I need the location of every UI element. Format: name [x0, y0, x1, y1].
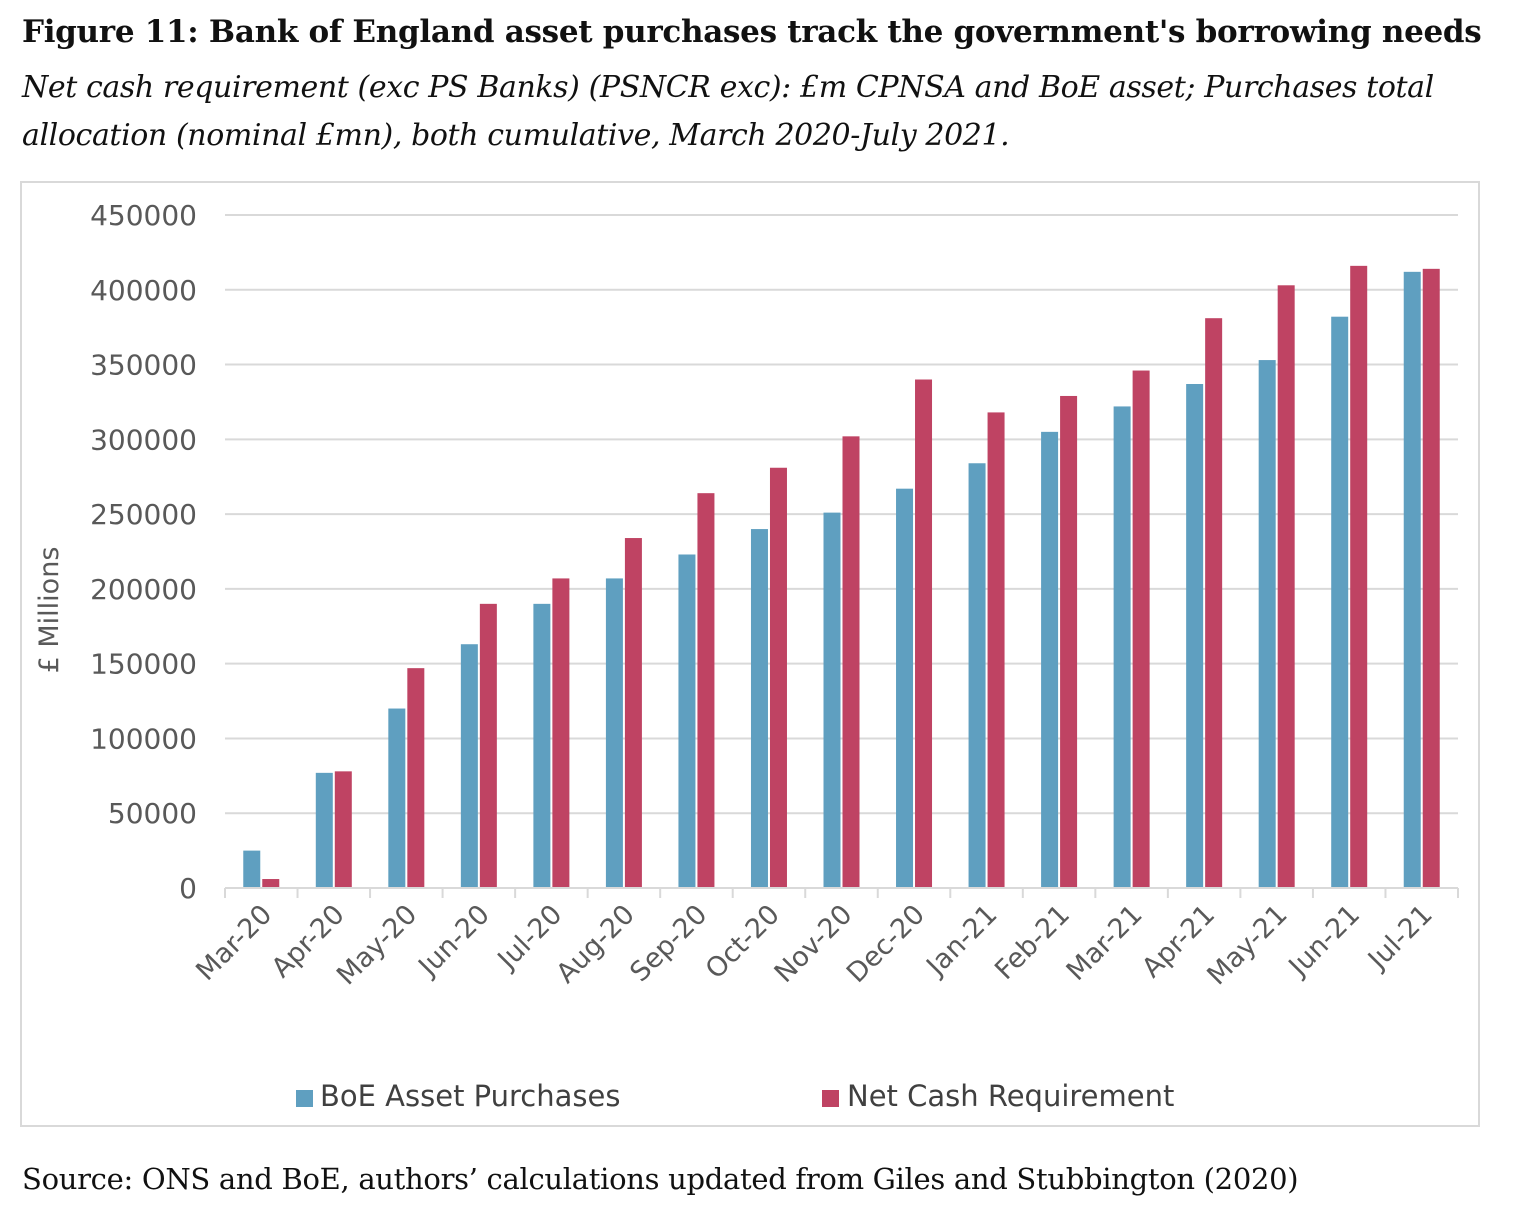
bar-boe-asset-purchases	[678, 554, 696, 888]
bar-net-cash-requirement	[1132, 370, 1150, 888]
y-tick-label: 50000	[108, 797, 197, 830]
bar-net-cash-requirement	[987, 412, 1005, 888]
x-tick-label: May-20	[331, 899, 423, 991]
bar-boe-asset-purchases	[388, 708, 406, 888]
y-tick-label: 200000	[90, 573, 197, 606]
x-tick-label: Dec-20	[841, 899, 931, 989]
bar-net-cash-requirement	[697, 493, 715, 888]
bar-net-cash-requirement	[624, 538, 642, 888]
bars	[243, 265, 1440, 889]
bar-boe-asset-purchases	[605, 578, 623, 888]
y-tick-label: 350000	[90, 349, 197, 382]
legend-label-boe: BoE Asset Purchases	[320, 1079, 620, 1113]
x-tick-label: Aug-20	[550, 899, 640, 989]
bar-boe-asset-purchases	[315, 772, 333, 888]
bar-net-cash-requirement	[842, 436, 860, 888]
y-axis-label: £ Millions	[34, 547, 65, 674]
x-tick-label: Jun-21	[1282, 899, 1366, 983]
bar-net-cash-requirement	[1205, 318, 1223, 888]
bar-net-cash-requirement	[1277, 285, 1295, 888]
bar-net-cash-requirement	[915, 379, 933, 888]
bar-boe-asset-purchases	[1113, 406, 1131, 888]
x-axis	[224, 887, 1459, 898]
y-tick-label: 450000	[90, 199, 197, 232]
bar-boe-asset-purchases	[1258, 360, 1276, 888]
figure-subtitle: Net cash requirement (exc PS Banks) (PSN…	[22, 70, 1434, 153]
bar-boe-asset-purchases	[750, 529, 768, 888]
bar-boe-asset-purchases	[896, 488, 914, 888]
bar-boe-asset-purchases	[460, 644, 478, 888]
chart-frame: 0 50000 100000 150000 200000 250000 300000 3500…	[20, 181, 1480, 1127]
bar-net-cash-requirement	[1350, 265, 1368, 888]
y-tick-label: 400000	[90, 274, 197, 307]
x-tick-label: Mar-21	[1061, 899, 1149, 987]
bar-net-cash-requirement	[407, 668, 425, 888]
x-tick-label: May-21	[1201, 899, 1293, 991]
bar-chart: 0 50000 100000 150000 200000 250000 300000 3500…	[34, 199, 1459, 1113]
y-tick-label: 0	[179, 872, 197, 905]
x-tick-label: Sep-20	[624, 899, 713, 988]
bar-boe-asset-purchases	[1041, 431, 1059, 888]
bar-net-cash-requirement	[552, 578, 570, 888]
legend-swatch-ncr	[822, 1090, 839, 1107]
bar-boe-asset-purchases	[1331, 316, 1349, 889]
legend-label-ncr: Net Cash Requirement	[847, 1079, 1174, 1113]
bar-net-cash-requirement	[769, 467, 787, 888]
y-tick-label: 100000	[90, 722, 197, 755]
bar-net-cash-requirement	[262, 879, 280, 888]
x-tick-label: Jun-20	[411, 899, 495, 983]
bar-boe-asset-purchases	[823, 512, 841, 888]
y-tick-label: 250000	[90, 498, 197, 531]
source-note: Source: ONS and BoE, authors’ calculatio…	[22, 1162, 1299, 1196]
bar-boe-asset-purchases	[1186, 383, 1204, 888]
bar-net-cash-requirement	[1422, 268, 1440, 889]
x-tick-label: Jan-21	[920, 899, 1004, 983]
x-tick-label: Mar-20	[190, 899, 278, 987]
bar-boe-asset-purchases	[243, 850, 261, 888]
bar-boe-asset-purchases	[533, 603, 551, 888]
y-tick-label: 300000	[90, 423, 197, 456]
legend-swatch-boe	[296, 1090, 313, 1107]
figure-title: Figure 11: Bank of England asset purchas…	[22, 14, 1482, 50]
gridlines	[225, 214, 1458, 815]
y-tick-labels: 0 50000 100000 150000 200000 250000 300000 3500…	[90, 199, 197, 905]
bar-boe-asset-purchases	[968, 463, 986, 888]
legend: BoE Asset Purchases Net Cash Requirement	[296, 1079, 1174, 1113]
bar-boe-asset-purchases	[1403, 271, 1421, 888]
x-tick-label: Nov-20	[769, 899, 859, 989]
x-tick-labels: Mar-20Apr-20May-20Jun-20Jul-20Aug-20Sep-…	[190, 899, 1438, 991]
bar-net-cash-requirement	[479, 603, 497, 888]
x-tick-label: Feb-21	[989, 899, 1076, 986]
y-tick-label: 150000	[90, 648, 197, 681]
bar-net-cash-requirement	[334, 771, 352, 888]
x-tick-label: Jul-21	[1361, 899, 1439, 977]
bar-net-cash-requirement	[1060, 395, 1078, 888]
